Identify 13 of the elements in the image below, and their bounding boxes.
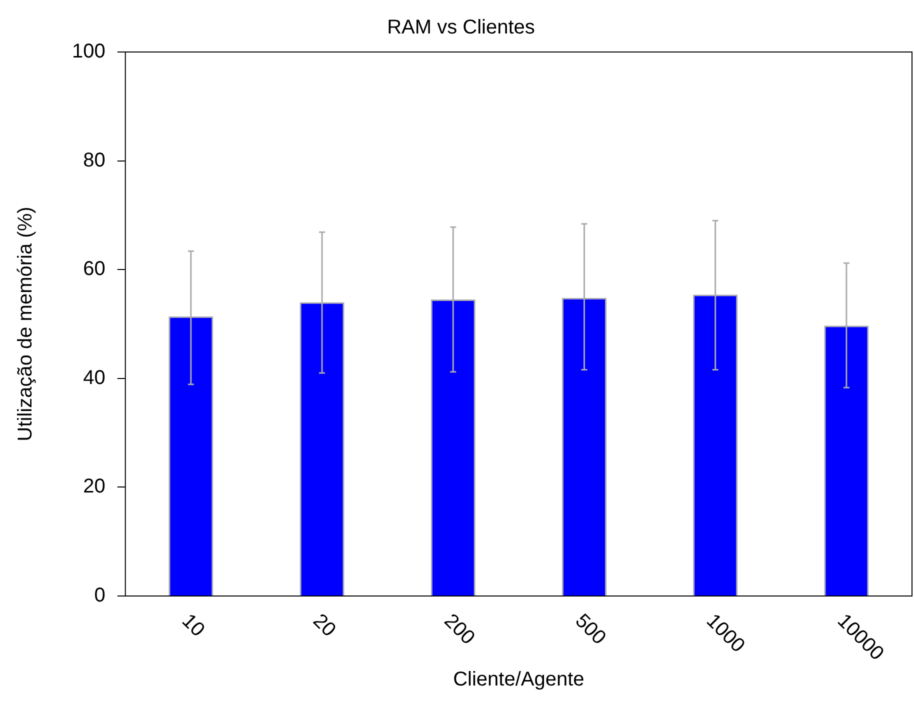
y-tick-label: 0 (94, 584, 106, 607)
y-tick-label: 20 (83, 476, 106, 498)
chart-title: RAM vs Clientes (387, 16, 535, 39)
y-tick-label: 60 (83, 258, 106, 280)
x-tick-label: 500 (570, 610, 610, 650)
x-tick-label: 10 (177, 610, 209, 642)
y-axis-title: Utilização de memória (%) (14, 206, 37, 442)
y-tick-label: 80 (83, 149, 106, 172)
x-tick-label: 200 (440, 610, 479, 650)
y-tick-label: 40 (83, 366, 106, 389)
y-tick-label: 100 (72, 40, 106, 63)
x-tick-label: 20 (308, 610, 340, 642)
x-axis-title: Cliente/Agente (453, 668, 584, 691)
